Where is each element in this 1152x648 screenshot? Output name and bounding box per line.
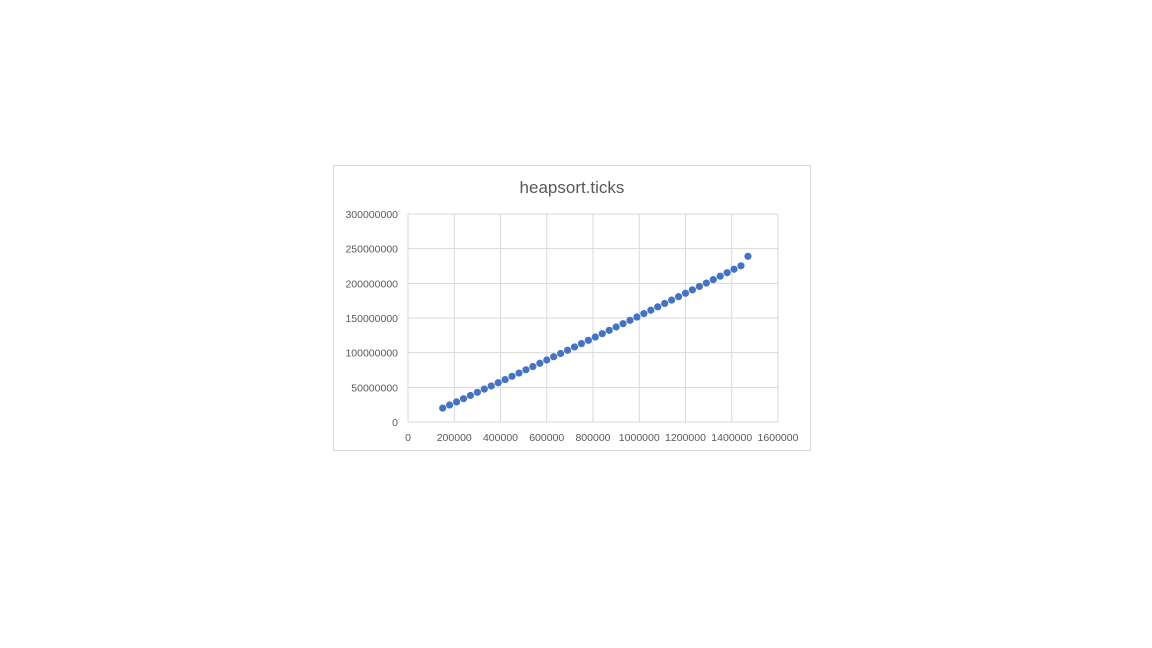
data-point (536, 359, 544, 367)
data-point (522, 366, 530, 374)
x-tick-label: 200000 (437, 432, 472, 444)
data-point (529, 362, 537, 371)
data-point (709, 276, 717, 284)
data-point (681, 289, 690, 297)
data-point (605, 326, 613, 334)
data-point (515, 369, 523, 377)
data-point (494, 379, 502, 387)
x-tick-label: 1000000 (619, 432, 660, 444)
data-point (446, 401, 454, 409)
data-point (459, 395, 468, 403)
data-point (674, 293, 683, 301)
data-point (688, 286, 697, 294)
data-point (473, 388, 481, 396)
data-point (570, 343, 579, 351)
x-tick-label: 800000 (575, 432, 610, 444)
x-tick-label: 1600000 (758, 432, 799, 444)
data-point (716, 272, 724, 280)
data-point (501, 375, 509, 384)
data-point (619, 320, 627, 328)
y-tick-label: 300000000 (345, 209, 398, 221)
x-tick-label: 600000 (529, 432, 564, 444)
y-tick-label: 50000000 (351, 382, 398, 394)
data-point (487, 382, 495, 390)
data-point (563, 346, 572, 354)
x-tick-label: 1200000 (665, 432, 706, 444)
data-point (647, 306, 655, 314)
data-point (577, 340, 586, 348)
data-point (598, 330, 606, 338)
data-point (466, 391, 475, 400)
data-point (452, 398, 461, 406)
data-point (730, 265, 738, 273)
y-tick-label: 250000000 (345, 244, 398, 256)
data-point (543, 356, 551, 364)
data-point (668, 296, 676, 304)
data-point (584, 336, 592, 344)
x-tick-label: 400000 (483, 432, 518, 444)
y-tick-label: 150000000 (345, 313, 398, 325)
data-point (640, 310, 648, 318)
data-point (626, 316, 634, 324)
data-point (695, 282, 703, 291)
data-point (737, 262, 745, 270)
data-point (591, 333, 599, 341)
plot-area: 0 50000000 100000000 150000000 200000000 2500… (345, 209, 799, 444)
y-tick-label: 200000000 (345, 278, 398, 290)
data-point (612, 323, 620, 331)
chart-title: heapsort.ticks (519, 178, 625, 197)
data-point (508, 372, 516, 380)
data-point (723, 269, 731, 277)
data-point (633, 313, 641, 321)
data-point (480, 385, 488, 393)
chart-frame: heapsort.ticks 0 50000000 100000000 1500000… (333, 165, 811, 451)
data-point (661, 299, 669, 308)
data-point (702, 279, 710, 287)
data-point (557, 349, 565, 358)
data-point (744, 252, 752, 260)
y-tick-label: 100000000 (345, 348, 398, 360)
data-point (439, 404, 447, 412)
data-point (550, 353, 558, 361)
y-tick-label: 0 (392, 417, 398, 429)
data-point (654, 303, 662, 311)
x-tick-label: 1400000 (711, 432, 752, 444)
x-tick-label: 0 (405, 432, 411, 444)
